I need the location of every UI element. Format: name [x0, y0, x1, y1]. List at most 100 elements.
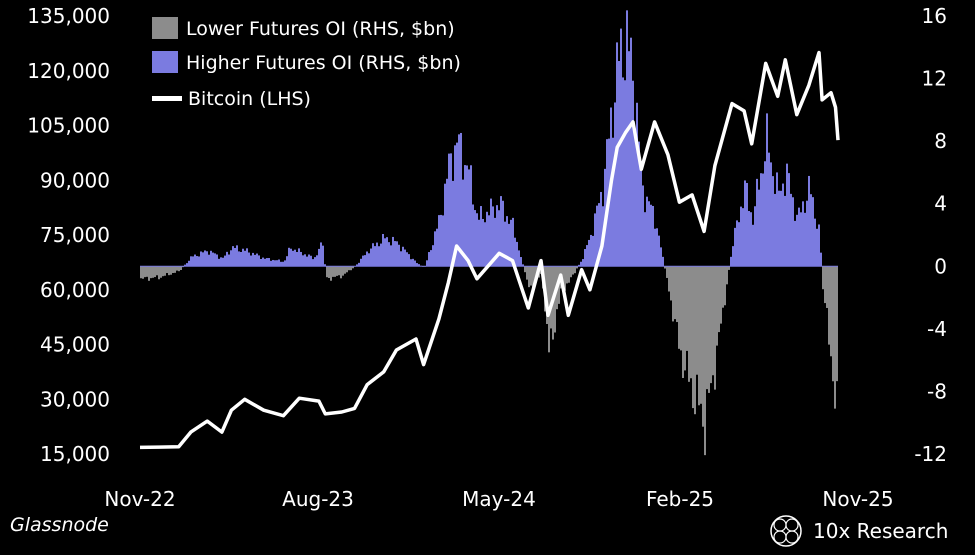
oi-bar — [614, 102, 616, 267]
oi-bar — [682, 266, 684, 379]
oi-bar — [416, 263, 418, 267]
oi-bar — [268, 258, 270, 267]
oi-bar — [694, 266, 696, 415]
oi-bar — [626, 10, 628, 267]
oi-bar — [582, 259, 584, 267]
oi-bar — [242, 248, 244, 267]
oi-bar — [498, 210, 500, 267]
oi-bar — [484, 222, 486, 267]
oi-bar — [702, 266, 704, 427]
oi-bar — [450, 153, 452, 267]
oi-bar — [156, 266, 158, 276]
oi-bar — [640, 161, 642, 267]
oi-bar — [494, 217, 496, 267]
oi-bar — [804, 212, 806, 267]
left-tick-label: 45,000 — [40, 333, 110, 357]
oi-bar — [584, 249, 586, 267]
oi-bar — [646, 196, 648, 267]
oi-bar — [166, 266, 168, 274]
left-tick-label: 90,000 — [40, 168, 110, 192]
oi-bar — [430, 250, 432, 267]
oi-bar — [174, 266, 176, 273]
oi-bar — [336, 266, 338, 276]
oi-bar — [338, 266, 340, 276]
oi-bar — [492, 206, 494, 267]
oi-bar — [620, 28, 622, 267]
oi-bar — [668, 266, 670, 292]
oi-bar — [512, 217, 514, 267]
oi-bar — [384, 238, 386, 267]
oi-bar — [566, 266, 568, 284]
oi-bar — [396, 241, 398, 267]
oi-bar — [642, 185, 644, 267]
oi-bar — [352, 266, 354, 269]
oi-bar — [374, 246, 376, 267]
oi-bar — [442, 215, 444, 267]
oi-bar — [256, 253, 258, 267]
oi-bar — [476, 213, 478, 267]
oi-bars — [140, 10, 838, 456]
oi-bar — [528, 266, 530, 288]
oi-bar — [284, 260, 286, 267]
oi-bar — [248, 252, 250, 267]
oi-bar — [530, 266, 532, 286]
left-tick-label: 60,000 — [40, 278, 110, 302]
oi-bar — [794, 220, 796, 267]
oi-bar — [150, 266, 152, 279]
right-tick-label: 4 — [934, 192, 947, 216]
oi-bar — [696, 266, 698, 375]
oi-bar — [814, 218, 816, 267]
oi-bar — [648, 201, 650, 267]
oi-bar — [798, 207, 800, 267]
oi-bar — [686, 266, 688, 351]
oi-bar — [822, 266, 824, 290]
oi-bar — [232, 246, 234, 267]
oi-bar — [190, 256, 192, 267]
oi-bar — [572, 266, 574, 275]
oi-bar — [734, 227, 736, 267]
oi-bar — [324, 264, 326, 267]
oi-bar — [586, 245, 588, 267]
oi-bar — [516, 241, 518, 267]
oi-bar — [758, 189, 760, 267]
oi-bar — [692, 266, 694, 409]
oi-bar — [554, 266, 556, 333]
oi-bar — [272, 259, 274, 267]
oi-bar — [198, 256, 200, 267]
oi-bar — [386, 237, 388, 267]
oi-bar — [718, 266, 720, 333]
oi-bar — [576, 266, 578, 269]
oi-bar — [440, 214, 442, 267]
legend-swatch-bitcoin — [152, 96, 182, 101]
oi-bar — [326, 266, 328, 278]
oi-bar — [252, 252, 254, 267]
oi-bar — [432, 245, 434, 267]
oi-bar — [666, 266, 668, 278]
oi-bar — [380, 243, 382, 267]
oi-bar — [588, 239, 590, 267]
oi-bar — [302, 255, 304, 267]
oi-bar — [250, 255, 252, 267]
oi-bar — [716, 266, 718, 346]
oi-bar — [638, 141, 640, 267]
oi-bar — [526, 266, 528, 280]
oi-bar — [768, 152, 770, 267]
oi-bar — [296, 252, 298, 267]
oi-bar — [710, 266, 712, 384]
oi-bar — [202, 252, 204, 267]
oi-bar — [370, 248, 372, 267]
oi-bar — [774, 193, 776, 267]
oi-bar — [144, 266, 146, 278]
left-tick-label: 105,000 — [27, 114, 110, 138]
oi-bar — [376, 242, 378, 267]
oi-bar — [330, 266, 332, 281]
oi-bar — [594, 213, 596, 267]
oi-bar — [346, 266, 348, 273]
oi-bar — [816, 228, 818, 267]
left-axis: 15,000 30,000 45,000 60,000 75,000 90,000 105,… — [27, 4, 110, 466]
x-tick-label: Aug-23 — [282, 487, 354, 511]
legend-swatch-higher — [152, 51, 178, 73]
oi-bar — [596, 205, 598, 267]
oi-bar — [510, 219, 512, 267]
oi-bar — [570, 266, 572, 278]
